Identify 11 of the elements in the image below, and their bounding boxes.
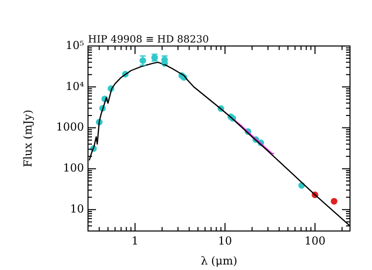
x-axis-title: λ (μm) — [200, 254, 238, 268]
chart-title: HIP 49908 ≡ HD 88230 — [88, 34, 209, 46]
y-tick-label: 1000 — [56, 120, 84, 134]
y-axis-title: Flux (mJy) — [21, 110, 34, 168]
y-tick-label: 10 — [70, 202, 84, 216]
x-tick-label: 1 — [132, 234, 139, 248]
y-tick-label: 10⁴ — [66, 80, 85, 93]
x-tick-label: 100 — [304, 234, 326, 248]
y-tick-label: 10⁵ — [66, 38, 84, 52]
x-tick-label: 10 — [218, 234, 232, 248]
y-tick-label: 100 — [63, 162, 84, 175]
